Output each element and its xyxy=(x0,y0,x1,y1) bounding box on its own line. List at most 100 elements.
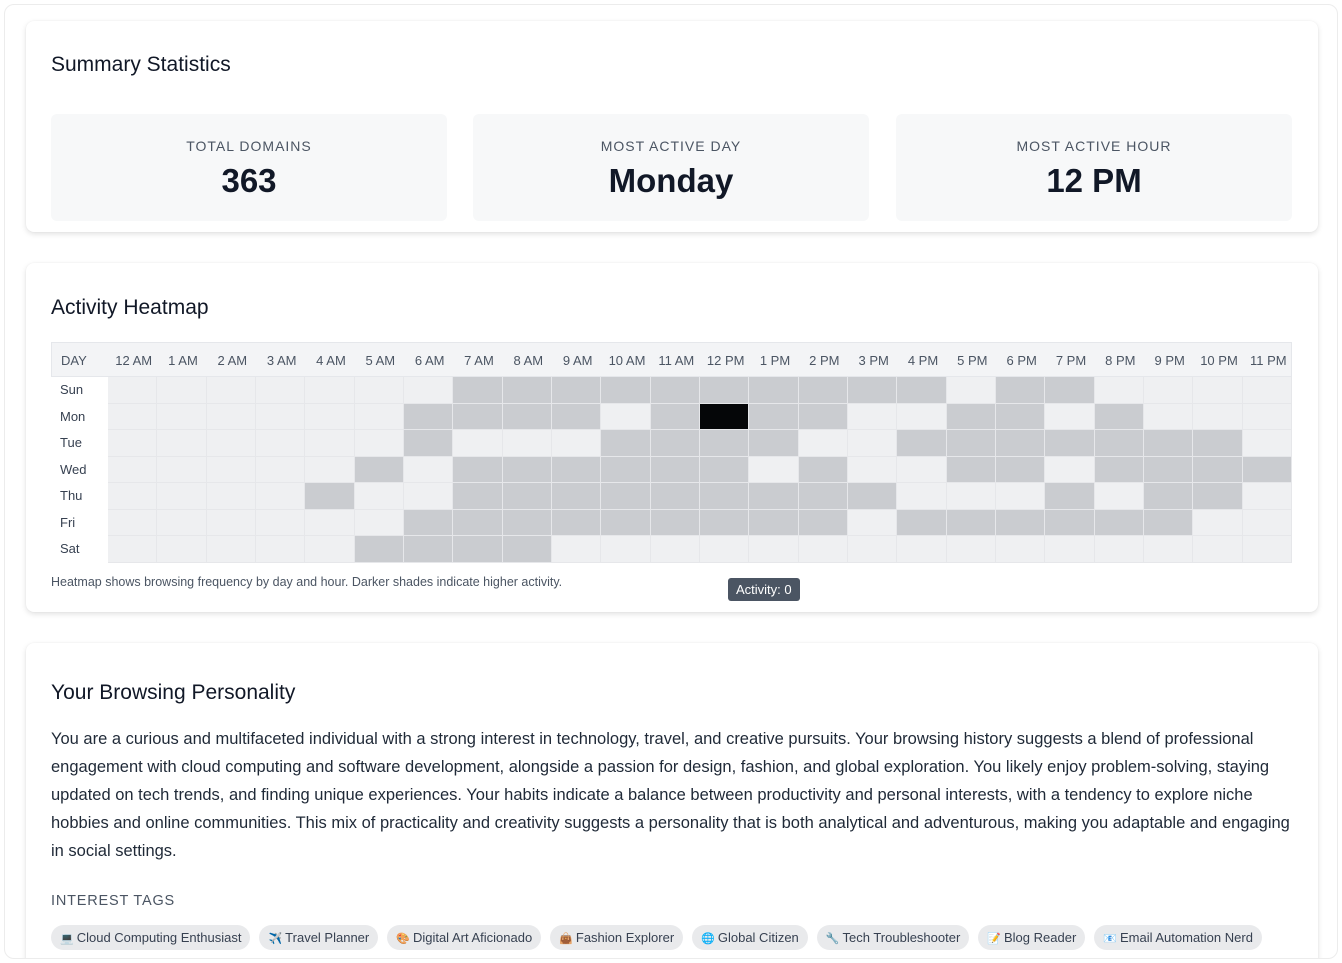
heatmap-cell[interactable] xyxy=(601,430,651,457)
heatmap-cell[interactable] xyxy=(1045,483,1095,510)
heatmap-cell[interactable] xyxy=(354,536,404,563)
heatmap-cell[interactable] xyxy=(206,377,256,404)
heatmap-cell[interactable] xyxy=(601,377,651,404)
heatmap-cell[interactable] xyxy=(1144,509,1194,536)
heatmap-cell[interactable] xyxy=(1144,377,1194,404)
heatmap-cell[interactable] xyxy=(1094,377,1144,404)
heatmap-cell[interactable] xyxy=(749,509,799,536)
heatmap-cell[interactable] xyxy=(1193,509,1243,536)
heatmap-cell[interactable] xyxy=(897,536,947,563)
heatmap-cell[interactable] xyxy=(206,536,256,563)
heatmap-cell[interactable] xyxy=(1045,456,1095,483)
heatmap-cell[interactable] xyxy=(798,377,848,404)
heatmap-cell[interactable] xyxy=(256,403,306,430)
heatmap-cell[interactable] xyxy=(946,536,996,563)
heatmap-cell[interactable] xyxy=(650,483,700,510)
heatmap-cell[interactable] xyxy=(404,483,454,510)
heatmap-cell[interactable] xyxy=(1045,536,1095,563)
heatmap-cell[interactable] xyxy=(700,403,750,430)
heatmap-cell[interactable] xyxy=(650,536,700,563)
heatmap-cell[interactable] xyxy=(404,456,454,483)
heatmap-cell[interactable] xyxy=(1094,536,1144,563)
heatmap-cell[interactable] xyxy=(1144,403,1194,430)
heatmap-cell[interactable] xyxy=(996,430,1046,457)
heatmap-cell[interactable] xyxy=(502,536,552,563)
heatmap-cell[interactable] xyxy=(502,509,552,536)
heatmap-cell[interactable] xyxy=(256,430,306,457)
heatmap-cell[interactable] xyxy=(897,430,947,457)
heatmap-cell[interactable] xyxy=(108,536,158,563)
heatmap-cell[interactable] xyxy=(552,456,602,483)
heatmap-cell[interactable] xyxy=(1094,456,1144,483)
heatmap-cell[interactable] xyxy=(206,509,256,536)
heatmap-cell[interactable] xyxy=(700,483,750,510)
heatmap-cell[interactable] xyxy=(848,509,898,536)
heatmap-cell[interactable] xyxy=(1144,456,1194,483)
heatmap-cell[interactable] xyxy=(108,483,158,510)
heatmap-cell[interactable] xyxy=(650,377,700,404)
heatmap-cell[interactable] xyxy=(700,430,750,457)
heatmap-cell[interactable] xyxy=(996,456,1046,483)
heatmap-cell[interactable] xyxy=(453,403,503,430)
heatmap-cell[interactable] xyxy=(601,483,651,510)
heatmap-cell[interactable] xyxy=(897,377,947,404)
heatmap-cell[interactable] xyxy=(256,377,306,404)
heatmap-cell[interactable] xyxy=(996,403,1046,430)
heatmap-cell[interactable] xyxy=(1242,403,1292,430)
heatmap-cell[interactable] xyxy=(946,403,996,430)
heatmap-cell[interactable] xyxy=(256,536,306,563)
heatmap-cell[interactable] xyxy=(305,509,355,536)
heatmap-cell[interactable] xyxy=(650,403,700,430)
heatmap-cell[interactable] xyxy=(1094,483,1144,510)
heatmap-cell[interactable] xyxy=(749,456,799,483)
heatmap-cell[interactable] xyxy=(996,377,1046,404)
heatmap-cell[interactable] xyxy=(1193,403,1243,430)
heatmap-cell[interactable] xyxy=(798,430,848,457)
heatmap-cell[interactable] xyxy=(552,483,602,510)
heatmap-cell[interactable] xyxy=(108,377,158,404)
heatmap-cell[interactable] xyxy=(1144,536,1194,563)
heatmap-cell[interactable] xyxy=(601,456,651,483)
heatmap-cell[interactable] xyxy=(502,403,552,430)
heatmap-cell[interactable] xyxy=(749,483,799,510)
heatmap-cell[interactable] xyxy=(1193,536,1243,563)
heatmap-cell[interactable] xyxy=(1242,377,1292,404)
heatmap-cell[interactable] xyxy=(996,483,1046,510)
heatmap-cell[interactable] xyxy=(305,456,355,483)
heatmap-cell[interactable] xyxy=(1242,483,1292,510)
heatmap-cell[interactable] xyxy=(305,536,355,563)
heatmap-cell[interactable] xyxy=(601,509,651,536)
heatmap-cell[interactable] xyxy=(1242,536,1292,563)
heatmap-cell[interactable] xyxy=(1094,403,1144,430)
heatmap-cell[interactable] xyxy=(749,403,799,430)
heatmap-cell[interactable] xyxy=(1094,509,1144,536)
heatmap-cell[interactable] xyxy=(848,377,898,404)
heatmap-cell[interactable] xyxy=(502,430,552,457)
heatmap-cell[interactable] xyxy=(1242,430,1292,457)
heatmap-cell[interactable] xyxy=(552,509,602,536)
heatmap-cell[interactable] xyxy=(453,483,503,510)
heatmap-cell[interactable] xyxy=(354,377,404,404)
heatmap-cell[interactable] xyxy=(798,509,848,536)
heatmap-cell[interactable] xyxy=(404,403,454,430)
heatmap-cell[interactable] xyxy=(946,483,996,510)
heatmap-cell[interactable] xyxy=(1193,430,1243,457)
heatmap-cell[interactable] xyxy=(897,483,947,510)
heatmap-cell[interactable] xyxy=(157,377,207,404)
heatmap-cell[interactable] xyxy=(552,536,602,563)
heatmap-cell[interactable] xyxy=(453,536,503,563)
heatmap-cell[interactable] xyxy=(404,430,454,457)
heatmap-cell[interactable] xyxy=(798,536,848,563)
heatmap-cell[interactable] xyxy=(404,377,454,404)
heatmap-cell[interactable] xyxy=(157,536,207,563)
heatmap-cell[interactable] xyxy=(700,536,750,563)
heatmap-cell[interactable] xyxy=(749,536,799,563)
heatmap-cell[interactable] xyxy=(453,509,503,536)
heatmap-cell[interactable] xyxy=(1242,456,1292,483)
heatmap-cell[interactable] xyxy=(1144,430,1194,457)
heatmap-cell[interactable] xyxy=(897,403,947,430)
heatmap-cell[interactable] xyxy=(256,456,306,483)
heatmap-cell[interactable] xyxy=(354,403,404,430)
heatmap-cell[interactable] xyxy=(1045,377,1095,404)
heatmap-cell[interactable] xyxy=(305,403,355,430)
